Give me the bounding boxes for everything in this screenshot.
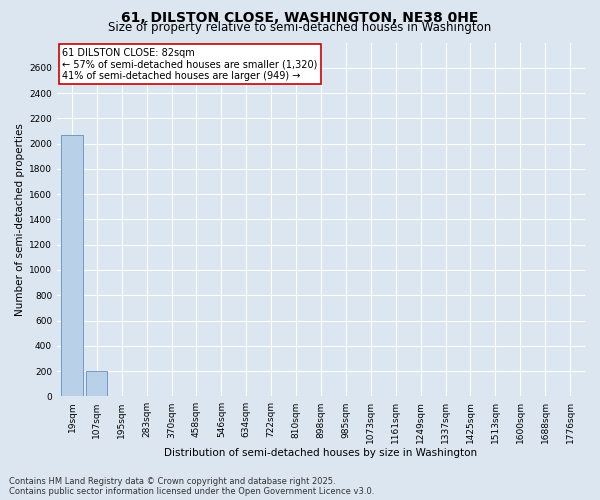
Text: 61 DILSTON CLOSE: 82sqm
← 57% of semi-detached houses are smaller (1,320)
41% of: 61 DILSTON CLOSE: 82sqm ← 57% of semi-de…: [62, 48, 317, 81]
X-axis label: Distribution of semi-detached houses by size in Washington: Distribution of semi-detached houses by …: [164, 448, 478, 458]
Text: 61, DILSTON CLOSE, WASHINGTON, NE38 0HE: 61, DILSTON CLOSE, WASHINGTON, NE38 0HE: [121, 11, 479, 25]
Text: Size of property relative to semi-detached houses in Washington: Size of property relative to semi-detach…: [109, 22, 491, 35]
Bar: [86, 371, 107, 396]
Bar: [61, 135, 83, 396]
Text: Contains HM Land Registry data © Crown copyright and database right 2025.
Contai: Contains HM Land Registry data © Crown c…: [9, 476, 374, 496]
Y-axis label: Number of semi-detached properties: Number of semi-detached properties: [15, 123, 25, 316]
